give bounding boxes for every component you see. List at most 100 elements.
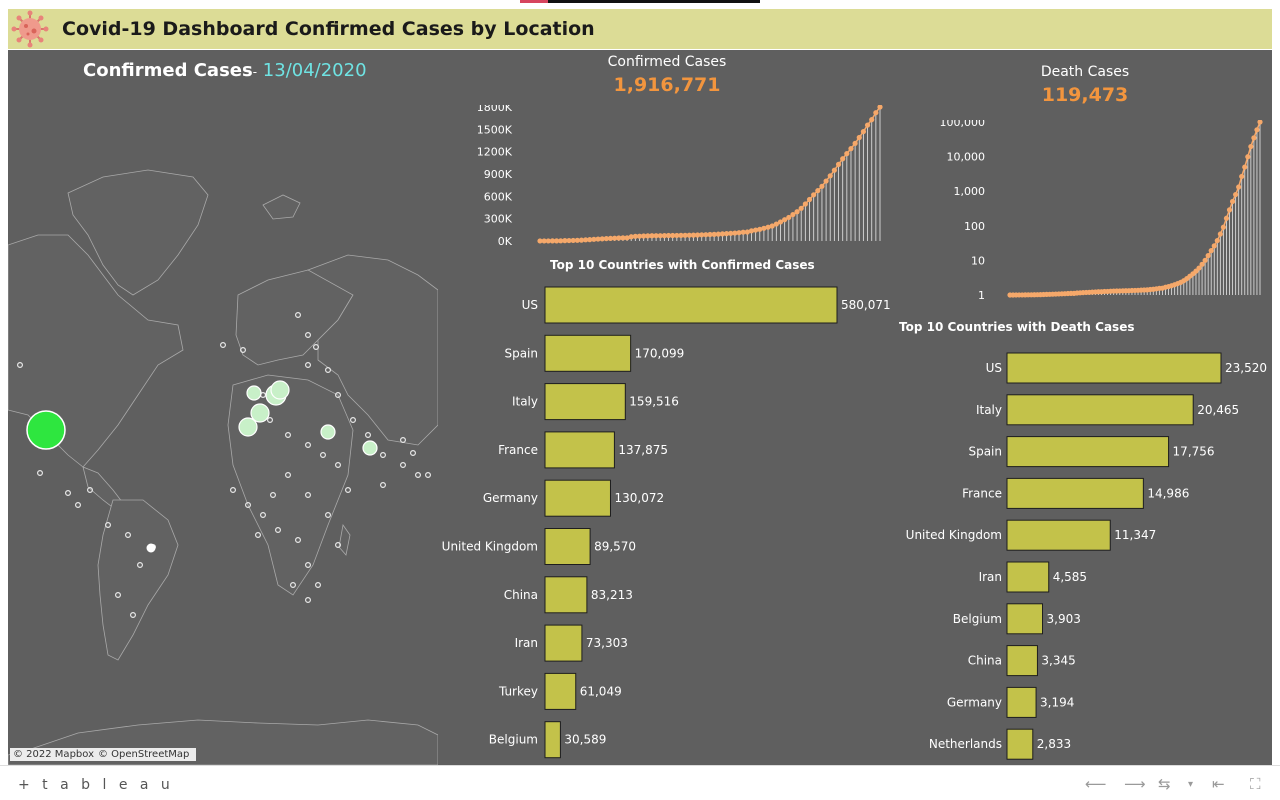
mapbox-credit[interactable]: © 2022 Mapbox [13, 749, 94, 760]
bar[interactable] [544, 576, 588, 614]
trend-point[interactable] [703, 232, 709, 238]
map-bubble[interactable] [305, 597, 312, 604]
trend-point[interactable] [765, 224, 771, 230]
trend-point[interactable] [869, 117, 875, 123]
bar[interactable] [1006, 436, 1170, 468]
map-bubble[interactable] [124, 532, 131, 539]
trend-point[interactable] [1239, 173, 1245, 180]
map-bubble[interactable] [400, 437, 407, 444]
trend-point[interactable] [1223, 215, 1230, 221]
trend-point[interactable] [1208, 248, 1214, 254]
map-bubble[interactable] [230, 487, 237, 494]
trend-point[interactable] [632, 233, 638, 239]
map-bubble[interactable] [320, 424, 336, 440]
bar[interactable] [1006, 519, 1111, 551]
trend-point[interactable] [616, 235, 622, 241]
trend-point[interactable] [686, 232, 692, 238]
trend-point[interactable] [620, 235, 626, 241]
death-cases-trend-chart[interactable]: 100,000 10,000 1,000 100 10 1 [903, 120, 1268, 310]
bar[interactable] [1006, 352, 1222, 384]
trend-point[interactable] [699, 232, 705, 238]
bar[interactable] [1006, 394, 1194, 426]
trend-point[interactable] [786, 214, 792, 221]
map-bubble[interactable] [285, 472, 292, 479]
trend-point[interactable] [840, 156, 846, 162]
osm-credit[interactable]: © OpenStreetMap [98, 749, 190, 760]
trend-point[interactable] [641, 233, 647, 239]
map-bubble[interactable] [146, 543, 156, 553]
trend-point[interactable] [678, 232, 684, 238]
map-bubble[interactable] [240, 347, 247, 354]
trend-point[interactable] [694, 232, 701, 238]
trend-point[interactable] [864, 122, 871, 128]
map-bubble[interactable] [325, 367, 332, 374]
trend-point[interactable] [665, 232, 672, 239]
trend-point[interactable] [549, 238, 556, 244]
trend-point[interactable] [624, 235, 630, 241]
trend-point[interactable] [811, 192, 817, 198]
map-bubble[interactable] [275, 527, 282, 534]
trend-point[interactable] [748, 228, 755, 234]
map-bubble[interactable] [270, 380, 290, 400]
trend-point[interactable] [636, 233, 643, 239]
trend-point[interactable] [873, 110, 879, 116]
bar[interactable] [544, 528, 591, 565]
trend-point[interactable] [1236, 184, 1242, 190]
map-bubble[interactable] [290, 582, 297, 589]
map-bubble[interactable] [285, 432, 292, 439]
trend-point[interactable] [661, 233, 667, 239]
trend-point[interactable] [769, 223, 775, 229]
trend-point[interactable] [587, 237, 593, 243]
confirmed-cases-trend-chart[interactable]: 1800K 1500K 1200K 900K 600K 300K 0K [448, 105, 888, 250]
trend-point[interactable] [1242, 164, 1248, 170]
bar[interactable] [544, 672, 577, 710]
trend-point[interactable] [1229, 198, 1236, 205]
map-bubble[interactable] [17, 362, 24, 369]
map-bubble[interactable] [345, 487, 352, 494]
trend-point[interactable] [806, 196, 813, 203]
trend-point[interactable] [777, 219, 784, 225]
trend-point[interactable] [1199, 261, 1205, 267]
trend-point[interactable] [603, 235, 609, 242]
tableau-logo[interactable]: + t a b l e a u [18, 777, 174, 793]
map-bubble[interactable] [305, 332, 312, 339]
bar[interactable] [1006, 561, 1050, 593]
trend-point[interactable] [1220, 224, 1227, 230]
revert-icon[interactable]: ⇆ [1158, 775, 1171, 793]
trend-point[interactable] [831, 167, 837, 173]
trend-point[interactable] [545, 238, 551, 244]
trend-point[interactable] [719, 231, 726, 237]
map-bubble[interactable] [238, 417, 258, 437]
trend-point[interactable] [1217, 231, 1223, 237]
map-bubble[interactable] [415, 472, 422, 479]
trend-point[interactable] [1211, 243, 1217, 249]
trend-point[interactable] [570, 237, 576, 244]
map-bubble[interactable] [362, 440, 378, 456]
map-bubble[interactable] [305, 562, 312, 569]
trend-point[interactable] [860, 128, 867, 135]
trend-point[interactable] [670, 232, 676, 239]
map-bubble[interactable] [305, 492, 312, 499]
trend-point[interactable] [1233, 191, 1239, 198]
map-bubble[interactable] [335, 392, 342, 399]
map-bubble-us[interactable] [26, 410, 66, 450]
trend-point[interactable] [574, 237, 580, 243]
fullscreen-icon[interactable]: ⛶ [1250, 775, 1261, 793]
trend-point[interactable] [558, 238, 564, 244]
trend-point[interactable] [852, 140, 858, 146]
trend-point[interactable] [1226, 207, 1233, 213]
arrow-left-icon[interactable]: ⟵ [1085, 775, 1107, 793]
map-bubble[interactable] [137, 562, 144, 569]
trend-point[interactable] [723, 231, 730, 237]
trend-point[interactable] [761, 225, 767, 231]
trend-point[interactable] [599, 236, 605, 242]
trend-point[interactable] [682, 232, 688, 238]
map-bubble[interactable] [305, 362, 312, 369]
map-bubble[interactable] [255, 532, 262, 539]
trend-point[interactable] [744, 229, 750, 235]
map-bubble[interactable] [86, 487, 93, 494]
trend-point[interactable] [1254, 127, 1260, 133]
trend-point[interactable] [819, 183, 825, 189]
map-bubble[interactable] [365, 432, 372, 439]
bar[interactable] [544, 286, 838, 324]
